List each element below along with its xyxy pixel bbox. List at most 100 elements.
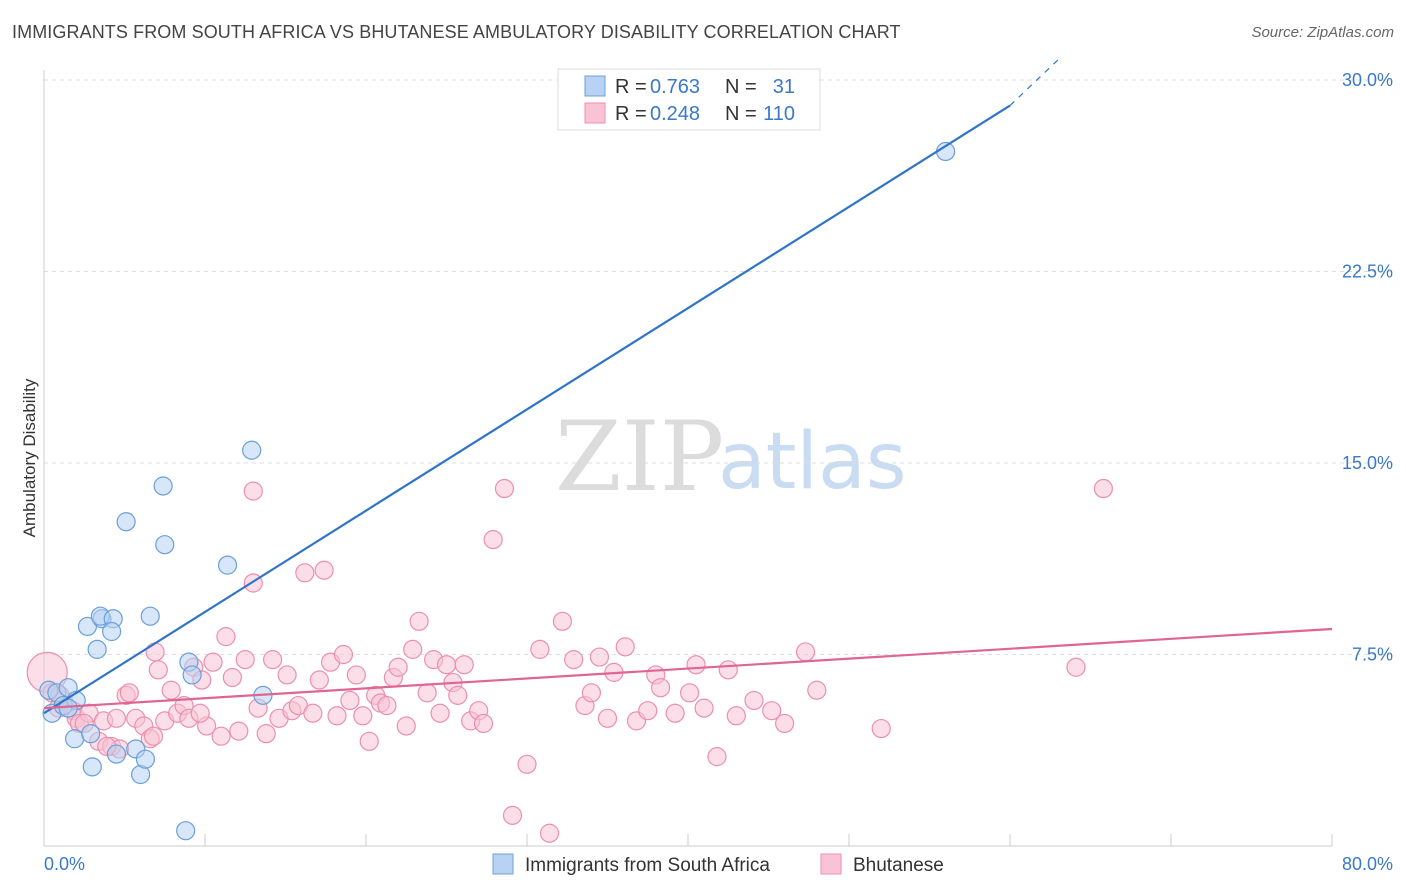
south-africa-points (39, 141, 956, 841)
south-africa-point (182, 665, 202, 685)
south-africa-point (82, 757, 102, 777)
bhutanese-point (680, 683, 700, 703)
bhutanese-point (243, 481, 263, 501)
bhutanese-point (436, 655, 457, 675)
bhutanese-point (1093, 478, 1113, 499)
bhutanese-point (638, 701, 658, 721)
bhutanese-point (359, 731, 379, 751)
bhutanese-point (119, 683, 139, 703)
bhutanese-point (530, 639, 550, 659)
legend-swatch-blue (584, 75, 606, 97)
chart-title: IMMIGRANTS FROM SOUTH AFRICA VS BHUTANES… (12, 22, 901, 42)
south-africa-point (176, 821, 196, 841)
bhutanese-point (333, 644, 354, 665)
south-africa-trend-extension (1009, 59, 1059, 106)
bhutanese-point (795, 642, 816, 662)
bhutanese-point (190, 703, 210, 723)
bhutanese-point (314, 560, 334, 580)
bottom-legend-label-blue: Immigrants from South Africa (525, 855, 770, 876)
legend-r-label-1: R = (615, 76, 647, 98)
south-africa-point (140, 606, 160, 626)
bottom-legend-swatch-blue (492, 853, 514, 875)
bhutanese-point (106, 708, 127, 728)
bhutanese-point (303, 703, 323, 723)
bhutanese-point (564, 650, 584, 670)
bhutanese-point (222, 667, 242, 688)
trend-lines (43, 59, 1333, 715)
bhutanese-point (517, 754, 537, 774)
bhutanese-point (295, 563, 315, 583)
south-africa-point (217, 555, 238, 575)
bhutanese-point (211, 726, 231, 746)
bhutanese-point (263, 650, 283, 670)
watermark-zip: ZIP (555, 401, 724, 513)
bhutanese-point (762, 701, 782, 721)
bhutanese-point (502, 805, 523, 825)
bhutanese-point (473, 713, 494, 734)
bhutanese-point (494, 478, 515, 499)
bhutanese-point (581, 683, 602, 703)
bhutanese-point (396, 716, 416, 736)
bhutanese-point (346, 665, 366, 685)
legend-n-label-1: N = (725, 76, 757, 98)
south-africa-point (116, 512, 136, 532)
bhutanese-point (718, 660, 738, 680)
bhutanese-trend-line (43, 627, 1333, 710)
bhutanese-point (148, 660, 168, 680)
bhutanese-point (597, 708, 618, 728)
y-tick-labels: 7.5% 15.0% 22.5% 30.0% (1342, 70, 1393, 665)
bhutanese-point (651, 678, 671, 698)
legend-n-label-2: N = (725, 103, 757, 125)
bhutanese-point (143, 726, 164, 746)
bhutanese-point (377, 695, 397, 716)
bhutanese-point (686, 655, 706, 675)
watermark-atlas: atlas (718, 417, 907, 507)
y-tick-label-2: 22.5% (1342, 262, 1393, 282)
south-africa-point (242, 440, 262, 460)
y-tick-label-0: 7.5% (1352, 645, 1393, 665)
bhutanese-point (327, 706, 347, 726)
bhutanese-point (454, 655, 474, 675)
bhutanese-point (229, 721, 249, 741)
bhutanese-point (694, 698, 714, 718)
south-africa-trend-line (43, 104, 1011, 715)
legend-swatch-pink (584, 102, 606, 124)
x-axis-ticks (43, 834, 1333, 846)
legend-r-label-2: R = (615, 103, 647, 125)
bhutanese-point (309, 670, 329, 690)
bhutanese-point (871, 718, 891, 739)
bhutanese-point (256, 724, 276, 744)
bhutanese-point (744, 690, 764, 711)
top-legend: R = 0.763 N = 31 R = 0.248 N = 110 (557, 68, 821, 131)
south-africa-point (64, 729, 85, 749)
bhutanese-point (216, 627, 236, 647)
bhutanese-point (430, 703, 450, 723)
bottom-legend: Immigrants from South Africa Bhutanese (492, 853, 944, 876)
bhutanese-point (552, 611, 573, 631)
x-tick-label-min: 0.0% (44, 854, 85, 874)
chart-source: Source: ZipAtlas.com (1251, 24, 1394, 41)
bhutanese-point (388, 657, 408, 677)
bhutanese-point (665, 703, 685, 723)
bhutanese-point (483, 529, 503, 550)
bhutanese-point (615, 637, 635, 657)
south-africa-point (102, 621, 122, 642)
south-africa-point (87, 639, 107, 659)
bhutanese-point (589, 647, 610, 667)
bhutanese-point (539, 823, 560, 843)
bhutanese-point (403, 639, 423, 659)
bhutanese-point (235, 650, 255, 670)
legend-r-value-2: 0.248 (650, 103, 700, 125)
bhutanese-point (417, 683, 437, 703)
y-tick-label-3: 30.0% (1342, 70, 1393, 90)
y-tick-label-1: 15.0% (1342, 453, 1393, 473)
bhutanese-point (353, 706, 373, 726)
legend-r-value-1: 0.763 (650, 76, 700, 98)
gridlines (44, 79, 1392, 655)
south-africa-point (106, 744, 127, 764)
bhutanese-point (277, 665, 297, 685)
south-africa-point (155, 535, 175, 555)
x-tick-label-max: 80.0% (1342, 854, 1393, 874)
bhutanese-point (448, 685, 468, 705)
